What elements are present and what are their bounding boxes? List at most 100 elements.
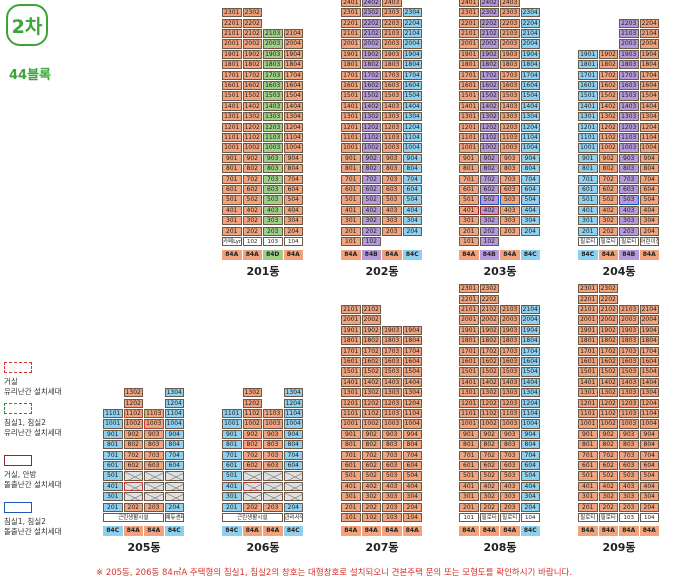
unit-cell: 203 [382, 226, 402, 236]
unit-cell: 102 [361, 513, 381, 523]
unit-cell: 1303 [382, 112, 402, 122]
unit-cell: 1702 [361, 70, 381, 80]
unit-cell: 1002 [479, 143, 499, 153]
unit-cell: 1303 [263, 112, 283, 122]
unit-cell: 703 [382, 450, 402, 460]
unit-cell: 1404 [520, 101, 540, 112]
unit-cell: 702 [598, 450, 618, 460]
unit-cell: 804 [520, 164, 540, 174]
unit-cell: 602 [479, 185, 499, 195]
unit-cell: 1603 [619, 357, 639, 367]
unit-cell: 1103 [619, 133, 639, 143]
unit-cell: 2304 [520, 8, 540, 18]
unit-cell: 2202 [479, 18, 499, 28]
unit-cell: 704 [283, 450, 303, 460]
unit-cell: 1804 [639, 60, 659, 70]
unit-cell: 1201 [459, 398, 479, 408]
unit-cell: 1701 [578, 70, 598, 80]
unit-cell [144, 471, 164, 481]
unit-cell: 1903 [263, 49, 283, 60]
unit-cell: 901 [578, 153, 598, 164]
unit-cell: 1603 [263, 81, 283, 91]
unit-cell: 403 [619, 481, 639, 492]
unit-cell: 1904 [402, 49, 422, 60]
unit-cell: 803 [500, 164, 520, 174]
unit-type-label: 84A [459, 526, 479, 536]
unit-cell: 1603 [619, 81, 639, 91]
unit-cell: 1702 [598, 346, 618, 356]
unit-cell: 301 [578, 492, 598, 502]
unit-cell: 1704 [520, 70, 540, 80]
unit-cell: 1703 [263, 70, 283, 80]
unit-cell: 1804 [520, 60, 540, 70]
unit-cell: 603 [619, 461, 639, 471]
unit-cell: 304 [520, 492, 540, 502]
unit-cell: 1702 [242, 70, 262, 80]
unit-cell: 902 [361, 429, 381, 440]
unit-cell: 201 [459, 502, 479, 512]
unit-cell: 503 [500, 195, 520, 205]
unit-cell: 1003 [619, 143, 639, 153]
unit-cell: 702 [479, 450, 499, 460]
unit-cell: 1903 [619, 325, 639, 336]
unit-cell: 1504 [520, 367, 540, 377]
unit-cell: 1501 [578, 367, 598, 377]
unit-cell: 1903 [382, 49, 402, 60]
unit-cell: 1204 [639, 122, 659, 132]
unit-cell: 204 [639, 502, 659, 512]
legend-text: 침실1, 침실2 유리난간 설치세대 [4, 418, 62, 437]
unit-cell: 1002 [361, 419, 381, 429]
unit-cell: 1501 [459, 91, 479, 101]
unit-type-label: 84A [222, 250, 242, 260]
unit-cell: 202 [598, 226, 618, 236]
unit-cell: 1002 [242, 143, 262, 153]
unit-cell: 1901 [341, 49, 361, 60]
unit-cell: 1001 [341, 143, 361, 153]
unit-cell: 1402 [479, 377, 499, 388]
unit-cell [123, 492, 143, 502]
unit-cell: 1204 [520, 398, 540, 408]
unit-cell: 1604 [402, 81, 422, 91]
legend-swatch [4, 455, 32, 466]
unit-cell: 602 [361, 185, 381, 195]
unit-cell: 1604 [520, 357, 540, 367]
unit-cell: 1102 [361, 409, 381, 419]
unit-cell: 1101 [103, 409, 123, 419]
unit-cell: 904 [639, 153, 659, 164]
unit-cell: 1102 [361, 133, 381, 143]
unit-cell: 301 [341, 492, 361, 502]
unit-cell: 1204 [283, 122, 303, 132]
unit-cell: 201 [222, 226, 242, 236]
unit-cell: 1703 [619, 70, 639, 80]
unit-cell: 402 [361, 205, 381, 216]
unit-type-label: 84A [619, 526, 639, 536]
unit-cell: 2003 [619, 39, 639, 49]
unit-cell: 1501 [341, 367, 361, 377]
unit-cell: 1101 [578, 133, 598, 143]
unit-cell: 1003 [263, 143, 283, 153]
unit-cell: 403 [263, 205, 283, 216]
unit-cell: 1704 [283, 70, 303, 80]
unit-cell: 2101 [459, 305, 479, 315]
unit-cell: 1502 [598, 367, 618, 377]
unit-cell: 1504 [639, 367, 659, 377]
unit-cell: 1104 [402, 409, 422, 419]
unit-cell: 1403 [619, 101, 639, 112]
unit-cell: 1002 [598, 419, 618, 429]
phase-badge: 2차 [6, 4, 48, 46]
building-name: 201동 [246, 265, 280, 278]
unit-cell: 1404 [283, 101, 303, 112]
unit-cell: 1303 [500, 388, 520, 398]
unit-cell: 1601 [578, 357, 598, 367]
unit-cell: 903 [382, 153, 402, 164]
unit-cell: 2101 [459, 29, 479, 39]
unit-cell: 202 [123, 502, 143, 512]
unit-cell: 701 [341, 174, 361, 184]
unit-cell: 303 [500, 492, 520, 502]
unit-cell: 1102 [242, 133, 262, 143]
unit-cell: 1901 [222, 49, 242, 60]
unit-cell: 703 [500, 450, 520, 460]
unit-cell: 1803 [619, 60, 639, 70]
unit-type-label: 84A [598, 526, 618, 536]
unit-cell: 702 [242, 450, 262, 460]
